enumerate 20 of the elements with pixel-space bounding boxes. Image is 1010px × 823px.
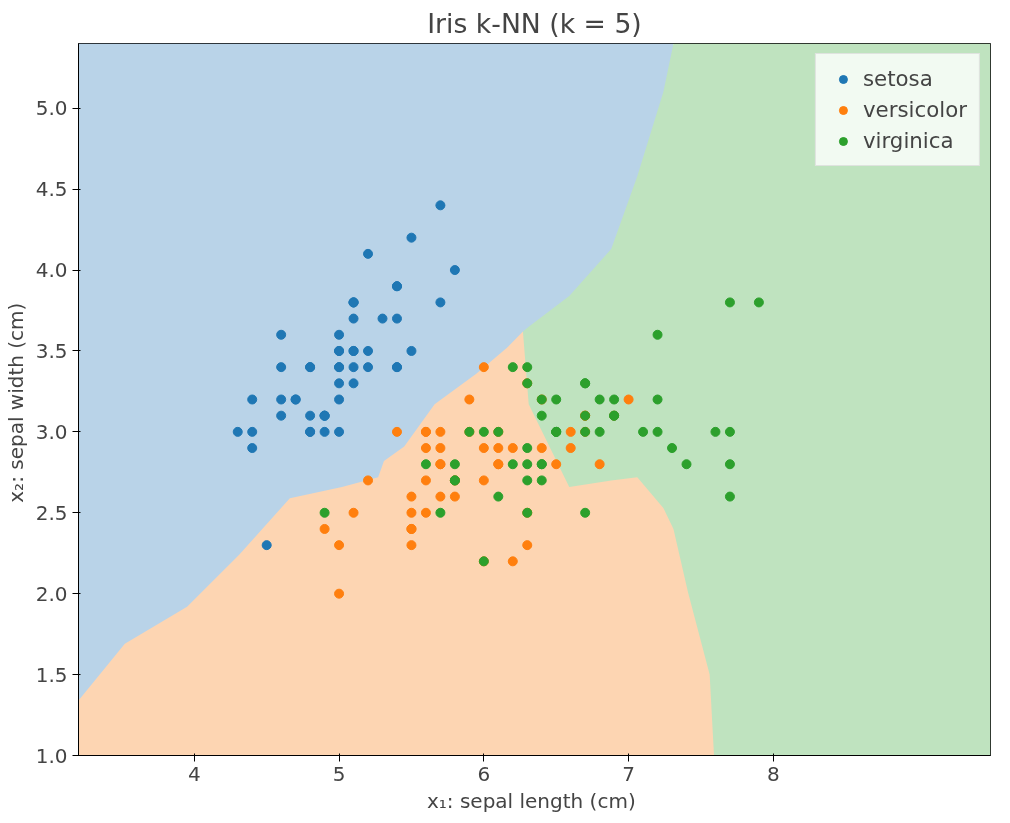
y-tick-label: 2.0 [35, 581, 68, 606]
y-axis-title: x₂: sepal width (cm) [3, 302, 28, 503]
legend-label: setosa [862, 66, 933, 91]
x-tick-label: 4 [187, 761, 201, 786]
chart-title: Iris k-NN (k = 5) [427, 7, 642, 39]
legend-label: versicolor [862, 97, 967, 122]
x-tick-label: 6 [477, 761, 491, 786]
y-tick-label: 3.5 [35, 338, 68, 363]
y-tick-label: 1.0 [35, 743, 68, 768]
y-tick-label: 2.5 [35, 500, 68, 525]
x-tick-label: 8 [766, 761, 780, 786]
legend-label: virginica [862, 128, 954, 153]
y-tick-label: 4.0 [35, 258, 68, 283]
x-tick-label: 7 [622, 761, 635, 786]
y-tick-label: 3.0 [35, 419, 68, 444]
x-axis-title: x₁: sepal length (cm) [426, 788, 636, 813]
y-tick-label: 5.0 [35, 96, 68, 121]
y-tick-label: 1.5 [35, 662, 68, 687]
y-tick-label: 4.5 [35, 177, 68, 202]
x-tick-label: 5 [332, 761, 346, 786]
